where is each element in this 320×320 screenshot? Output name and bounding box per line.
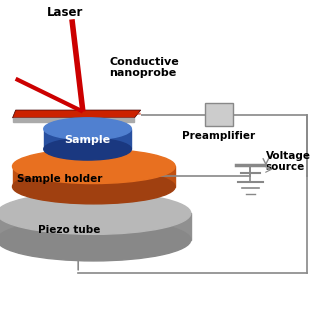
Ellipse shape <box>0 192 191 234</box>
Polygon shape <box>12 166 175 187</box>
Text: Piezo tube: Piezo tube <box>37 226 100 236</box>
Text: Sample: Sample <box>65 135 111 145</box>
Text: Sample holder: Sample holder <box>17 174 103 184</box>
Ellipse shape <box>44 118 131 140</box>
Text: Preamplifier: Preamplifier <box>182 131 255 141</box>
Ellipse shape <box>0 219 191 261</box>
Ellipse shape <box>44 138 131 160</box>
Polygon shape <box>83 122 95 139</box>
Ellipse shape <box>12 149 175 184</box>
Polygon shape <box>44 129 131 149</box>
Ellipse shape <box>12 170 175 204</box>
FancyBboxPatch shape <box>205 103 233 126</box>
Polygon shape <box>12 110 141 118</box>
Text: Voltage
source: Voltage source <box>266 151 311 172</box>
Text: Conductive
nanoprobe: Conductive nanoprobe <box>109 57 179 78</box>
Text: Laser: Laser <box>47 6 83 19</box>
Polygon shape <box>0 213 191 240</box>
Polygon shape <box>12 118 134 122</box>
